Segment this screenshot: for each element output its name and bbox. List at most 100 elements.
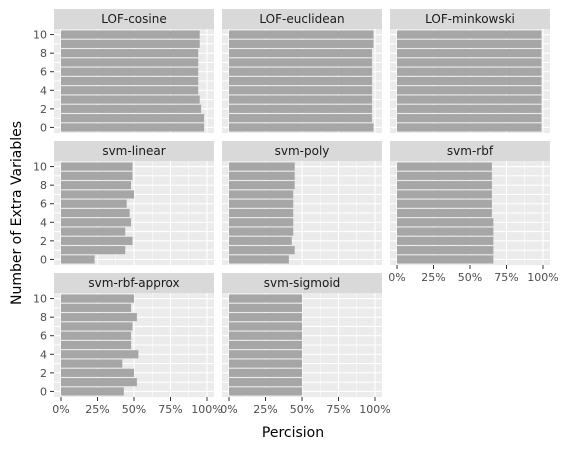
bar (61, 294, 134, 303)
bar (229, 123, 374, 132)
bar (397, 76, 542, 86)
bar (229, 368, 302, 377)
strip-label: svm-sigmoid (264, 276, 341, 290)
bar (61, 350, 139, 359)
bar (61, 236, 133, 245)
bar (61, 162, 133, 171)
bar (61, 30, 200, 39)
x-tick-label: 75% (158, 403, 182, 416)
bar (397, 95, 542, 104)
bar (61, 95, 200, 104)
bar (397, 123, 542, 132)
bar (61, 218, 132, 227)
bar (229, 218, 294, 227)
bar (61, 378, 137, 387)
strip-background (54, 9, 214, 29)
bar (397, 30, 542, 39)
panel-svm-poly: svm-poly (222, 141, 382, 265)
bar (229, 246, 295, 255)
strip-background (222, 9, 382, 29)
bar (397, 39, 542, 48)
bar (229, 227, 294, 236)
bar (229, 95, 373, 104)
strip-background (222, 273, 382, 293)
bar (397, 190, 492, 199)
bar (229, 39, 374, 48)
x-tick-label: 100% (359, 403, 390, 416)
bar (61, 246, 126, 255)
y-tick-label: 8 (40, 311, 47, 324)
x-tick-label: 0% (52, 403, 69, 416)
bar (229, 86, 373, 95)
bar (229, 322, 302, 331)
y-tick-label: 4 (40, 216, 47, 229)
strip-label: LOF-euclidean (259, 12, 344, 26)
y-tick-label: 4 (40, 348, 47, 361)
x-tick-label: 25% (253, 403, 277, 416)
x-tick-label: 0% (388, 271, 405, 284)
x-tick-label: 75% (494, 271, 518, 284)
bar (397, 114, 542, 123)
bar (229, 76, 373, 86)
bar (229, 114, 373, 123)
strip-background (222, 141, 382, 161)
bar (61, 313, 137, 322)
bar (397, 199, 492, 208)
bar (229, 49, 373, 58)
bar (229, 331, 302, 340)
bar (229, 387, 302, 396)
x-tick-label: 75% (326, 403, 350, 416)
bar (229, 162, 295, 171)
y-axis-title: Number of Extra Variables (9, 121, 25, 305)
x-tick-label: 50% (290, 403, 314, 416)
bar (61, 199, 127, 208)
bar (61, 114, 205, 123)
bar (229, 199, 294, 208)
bar (397, 246, 494, 255)
bar (397, 208, 492, 218)
y-tick-label: 0 (40, 121, 47, 134)
x-tick-label: 50% (458, 271, 482, 284)
bar (61, 76, 199, 86)
bar (61, 340, 132, 350)
bar (229, 294, 302, 303)
bar (229, 340, 302, 350)
bar (229, 378, 302, 387)
bar (61, 387, 124, 396)
bar (397, 104, 542, 113)
y-tick-label: 0 (40, 253, 47, 266)
y-tick-label: 4 (40, 84, 47, 97)
bar (397, 181, 492, 190)
strip-background (54, 273, 214, 293)
strip-label: LOF-minkowski (425, 12, 515, 26)
bar (229, 208, 294, 218)
x-tick-label: 100% (191, 403, 222, 416)
bar (229, 58, 373, 67)
bar (61, 227, 126, 236)
bar (229, 236, 292, 245)
bar (61, 181, 132, 190)
bar (397, 86, 542, 95)
bar (229, 350, 302, 359)
bar (229, 359, 302, 368)
strip-background (54, 141, 214, 161)
y-tick-label: 2 (40, 235, 47, 248)
strip-label: svm-rbf-approx (88, 276, 179, 290)
bar (229, 181, 295, 190)
strip-background (390, 9, 550, 29)
bar (397, 227, 494, 236)
bar (397, 58, 542, 67)
y-tick-label: 2 (40, 103, 47, 116)
bar (61, 190, 134, 199)
bar (397, 49, 542, 58)
bar (61, 123, 205, 132)
panel-svm-rbf: svm-rbf 0% 25% 50% 75% 100% (388, 141, 559, 284)
bar (397, 67, 542, 76)
bar (397, 236, 494, 245)
panel-lof-minkowski: LOF-minkowski (390, 9, 550, 133)
bar (229, 190, 294, 199)
strip-label: svm-linear (102, 144, 165, 158)
bar (397, 218, 494, 227)
y-tick-label: 8 (40, 179, 47, 192)
